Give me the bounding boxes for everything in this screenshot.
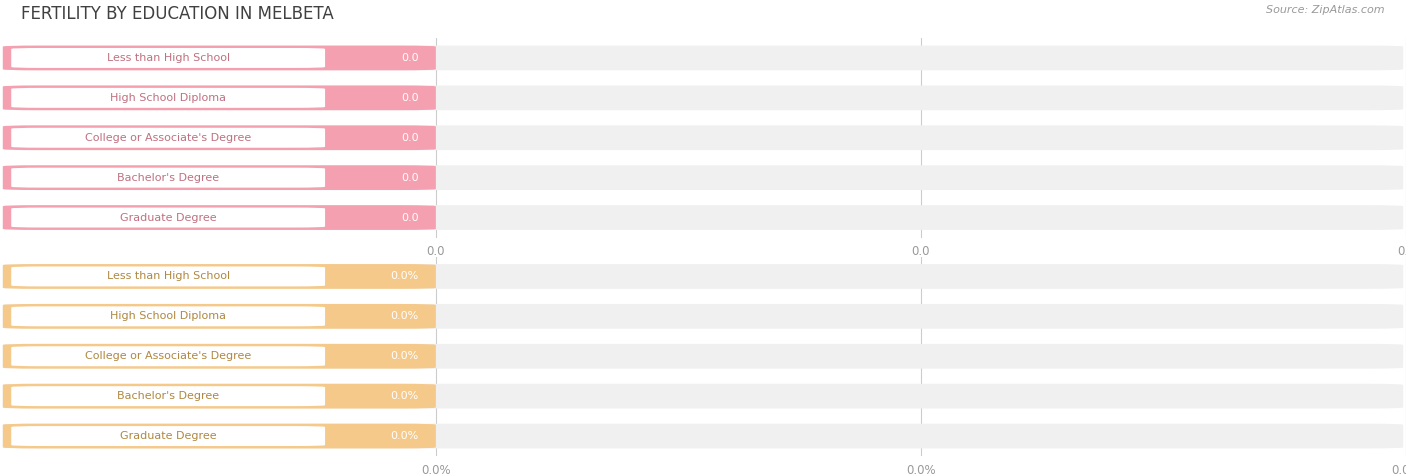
FancyBboxPatch shape [3,384,436,408]
FancyBboxPatch shape [11,386,325,406]
Text: FERTILITY BY EDUCATION IN MELBETA: FERTILITY BY EDUCATION IN MELBETA [21,5,333,23]
FancyBboxPatch shape [3,125,436,150]
FancyBboxPatch shape [3,264,436,289]
Text: Graduate Degree: Graduate Degree [120,431,217,441]
FancyBboxPatch shape [3,86,436,110]
FancyBboxPatch shape [3,165,1403,190]
Text: College or Associate's Degree: College or Associate's Degree [84,351,252,361]
Text: 0.0: 0.0 [401,212,419,223]
FancyBboxPatch shape [11,168,325,188]
FancyBboxPatch shape [11,88,325,108]
Text: 0.0%: 0.0% [391,431,419,441]
Text: 0.0%: 0.0% [391,311,419,322]
Text: College or Associate's Degree: College or Associate's Degree [84,133,252,143]
Text: 0.0: 0.0 [401,172,419,183]
FancyBboxPatch shape [11,266,325,286]
FancyBboxPatch shape [3,46,436,70]
FancyBboxPatch shape [3,86,1403,110]
FancyBboxPatch shape [3,304,1403,329]
FancyBboxPatch shape [11,48,325,68]
Text: 0.0%: 0.0% [391,391,419,401]
FancyBboxPatch shape [11,346,325,366]
FancyBboxPatch shape [3,125,1403,150]
FancyBboxPatch shape [3,424,1403,448]
Text: 0.0: 0.0 [401,93,419,103]
Text: Source: ZipAtlas.com: Source: ZipAtlas.com [1267,5,1385,15]
Text: Bachelor's Degree: Bachelor's Degree [117,172,219,183]
FancyBboxPatch shape [11,208,325,228]
Text: Bachelor's Degree: Bachelor's Degree [117,391,219,401]
FancyBboxPatch shape [11,306,325,326]
FancyBboxPatch shape [3,304,436,329]
FancyBboxPatch shape [3,46,1403,70]
FancyBboxPatch shape [3,205,436,230]
FancyBboxPatch shape [3,165,436,190]
Text: Less than High School: Less than High School [107,53,229,63]
FancyBboxPatch shape [3,344,436,369]
FancyBboxPatch shape [11,426,325,446]
Text: 0.0%: 0.0% [391,351,419,361]
Text: High School Diploma: High School Diploma [110,93,226,103]
Text: Less than High School: Less than High School [107,271,229,282]
Text: 0.0%: 0.0% [391,271,419,282]
FancyBboxPatch shape [3,264,1403,289]
Text: High School Diploma: High School Diploma [110,311,226,322]
FancyBboxPatch shape [3,344,1403,369]
FancyBboxPatch shape [3,424,436,448]
Text: 0.0: 0.0 [401,53,419,63]
FancyBboxPatch shape [3,205,1403,230]
Text: 0.0: 0.0 [401,133,419,143]
FancyBboxPatch shape [3,384,1403,408]
Text: Graduate Degree: Graduate Degree [120,212,217,223]
FancyBboxPatch shape [11,128,325,148]
